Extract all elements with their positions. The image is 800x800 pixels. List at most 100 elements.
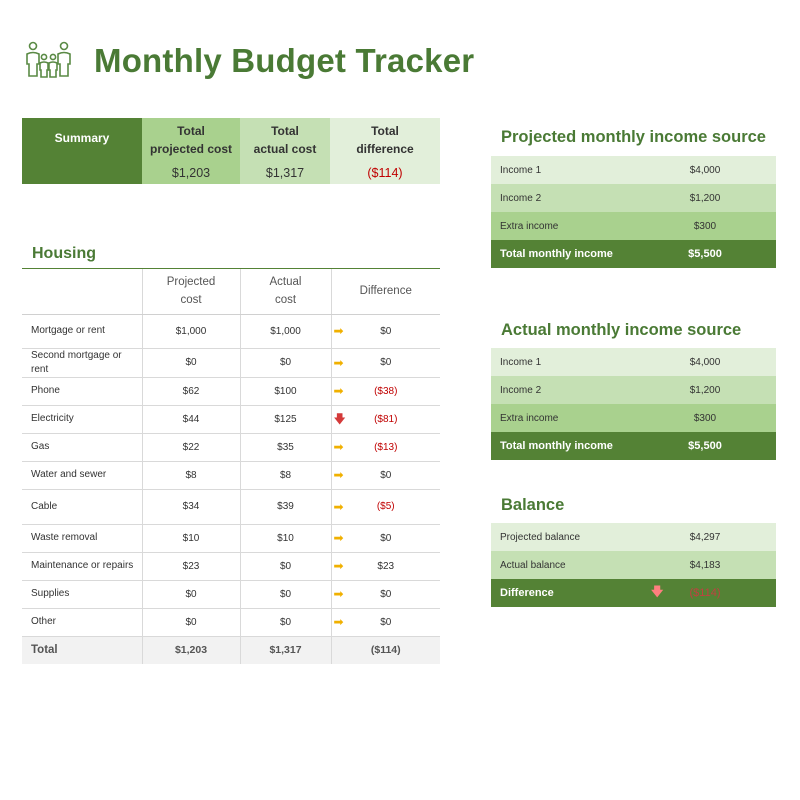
- housing-category: Water and sewer: [22, 461, 142, 490]
- housing-difference-cell: ➡ $23: [330, 552, 440, 581]
- total-income-label: Total monthly income: [500, 440, 613, 452]
- total-income-label: Total monthly income: [500, 248, 613, 260]
- projected-income-table: Income 1 $4,000 Income 2 $1,200 Extra in…: [491, 156, 776, 268]
- table-row: Waste removal $10 $10 ➡ $0: [22, 524, 440, 553]
- balance-table: Projected balance $4,297 Actual balance …: [491, 523, 776, 607]
- table-row: Projected balance $4,297: [491, 523, 776, 551]
- housing-actual: $1,000: [239, 314, 331, 349]
- housing-category: Second mortgage or rent: [22, 348, 142, 378]
- table-row: Water and sewer $8 $8 ➡ $0: [22, 461, 440, 490]
- table-row: Extra income $300: [491, 212, 776, 240]
- income-label: Extra income: [500, 412, 559, 424]
- income-label: Income 1: [500, 164, 542, 176]
- housing-difference-cell: ➡ $0: [330, 608, 440, 637]
- housing-actual: $35: [239, 433, 331, 462]
- table-row: Maintenance or repairs $23 $0 ➡ $23: [22, 552, 440, 581]
- total-row: Total monthly income $5,500: [491, 432, 776, 460]
- summary-difference-header-line1: Total: [371, 124, 399, 138]
- projected-balance-amount: $4,297: [689, 531, 721, 543]
- housing-difference-cell: ➡ $0: [330, 348, 440, 378]
- housing-projected: $0: [141, 348, 240, 378]
- actual-income-table: Income 1 $4,000 Income 2 $1,200 Extra in…: [491, 348, 776, 460]
- income-amount: $4,000: [689, 356, 721, 368]
- balance-difference-label: Difference: [500, 587, 554, 599]
- housing-projected: $23: [141, 552, 240, 581]
- table-row: Income 1 $4,000: [491, 348, 776, 376]
- arrow-right-icon: ➡: [333, 559, 344, 573]
- housing-category: Cable: [22, 489, 142, 525]
- housing-actual: $100: [239, 377, 331, 406]
- table-row: Other $0 $0 ➡ $0: [22, 608, 440, 637]
- summary-projected-cell: Total projected cost $1,203: [142, 118, 240, 184]
- total-row: Total monthly income $5,500: [491, 240, 776, 268]
- housing-difference: $0: [380, 469, 392, 481]
- arrow-right-icon: ➡: [333, 384, 344, 398]
- housing-title: Housing: [32, 245, 96, 262]
- housing-actual: $39: [239, 489, 331, 525]
- arrow-right-icon: ➡: [333, 587, 344, 601]
- housing-category-header: [22, 269, 142, 315]
- housing-difference: $0: [380, 325, 392, 337]
- housing-difference: $23: [377, 560, 395, 572]
- total-income-amount: $5,500: [688, 248, 722, 260]
- projected-income-title: Projected monthly income source: [501, 128, 766, 146]
- total-row: Difference 🡇 ($114): [491, 579, 776, 607]
- housing-difference: $0: [380, 616, 392, 628]
- housing-actual: $10: [239, 524, 331, 553]
- table-row: Income 2 $1,200: [491, 184, 776, 212]
- income-label: Income 2: [500, 384, 542, 396]
- housing-actual: $8: [239, 461, 331, 490]
- housing-actual-header-line2: cost: [274, 294, 297, 307]
- housing-category: Waste removal: [22, 524, 142, 553]
- housing-projected: $44: [141, 405, 240, 434]
- table-row: Extra income $300: [491, 404, 776, 432]
- housing-difference: ($5): [376, 501, 395, 512]
- arrow-right-icon: ➡: [333, 440, 344, 454]
- table-row: Income 2 $1,200: [491, 376, 776, 404]
- housing-total-label: Total: [22, 636, 142, 664]
- housing-projected-header-line2: cost: [180, 294, 202, 307]
- housing-difference: ($81): [374, 413, 398, 425]
- arrow-down-icon: 🡇: [333, 412, 346, 426]
- table-row: Cable $34 $39 ➡ ($5): [22, 489, 440, 525]
- page-title: Monthly Budget Tracker: [94, 42, 475, 79]
- housing-projected: $0: [141, 580, 240, 609]
- housing-difference-cell: ➡ ($5): [330, 489, 440, 525]
- housing-projected: $62: [141, 377, 240, 406]
- housing-actual: $0: [239, 608, 331, 637]
- housing-difference: $0: [380, 588, 392, 600]
- summary-difference-cell: Total difference ($114): [330, 118, 440, 184]
- table-row: Mortgage or rent $1,000 $1,000 ➡ $0: [22, 314, 440, 349]
- total-row: Total $1,203 $1,317 ($114): [22, 636, 440, 664]
- housing-projected: $0: [141, 608, 240, 637]
- housing-category: Electricity: [22, 405, 142, 434]
- housing-projected: $10: [141, 524, 240, 553]
- housing-projected-header-line1: Projected: [166, 276, 216, 289]
- total-income-amount: $5,500: [688, 440, 722, 452]
- income-label: Income 1: [500, 356, 542, 368]
- housing-category: Supplies: [22, 580, 142, 609]
- actual-income-title: Actual monthly income source: [501, 321, 742, 339]
- housing-difference: ($13): [374, 441, 398, 453]
- summary-difference-header-line2: difference: [356, 142, 414, 156]
- actual-balance-amount: $4,183: [689, 559, 721, 571]
- housing-actual-header-line1: Actual: [269, 276, 302, 289]
- arrow-right-icon: ➡: [333, 499, 344, 514]
- housing-difference: ($38): [374, 385, 398, 397]
- housing-difference-cell: ➡ $0: [330, 524, 440, 553]
- housing-difference: $0: [380, 532, 392, 544]
- housing-difference-cell: ➡ $0: [330, 580, 440, 609]
- table-row: Electricity $44 $125 🡇 ($81): [22, 405, 440, 434]
- summary-projected-header-line1: Total: [177, 124, 205, 138]
- housing-difference-cell: ➡ ($38): [330, 377, 440, 406]
- income-amount: $1,200: [689, 192, 721, 204]
- housing-table: Projected cost Actual cost Difference Mo…: [22, 269, 440, 664]
- arrow-down-icon: 🡇: [651, 584, 664, 599]
- arrow-right-icon: ➡: [333, 615, 344, 629]
- projected-balance-label: Projected balance: [500, 531, 581, 543]
- housing-difference-cell: 🡇 ($81): [330, 405, 440, 434]
- income-amount: $1,200: [689, 384, 721, 396]
- table-row: Income 1 $4,000: [491, 156, 776, 184]
- actual-balance-label: Actual balance: [500, 559, 566, 571]
- housing-body: Mortgage or rent $1,000 $1,000 ➡ $0 Second mo…: [22, 314, 440, 664]
